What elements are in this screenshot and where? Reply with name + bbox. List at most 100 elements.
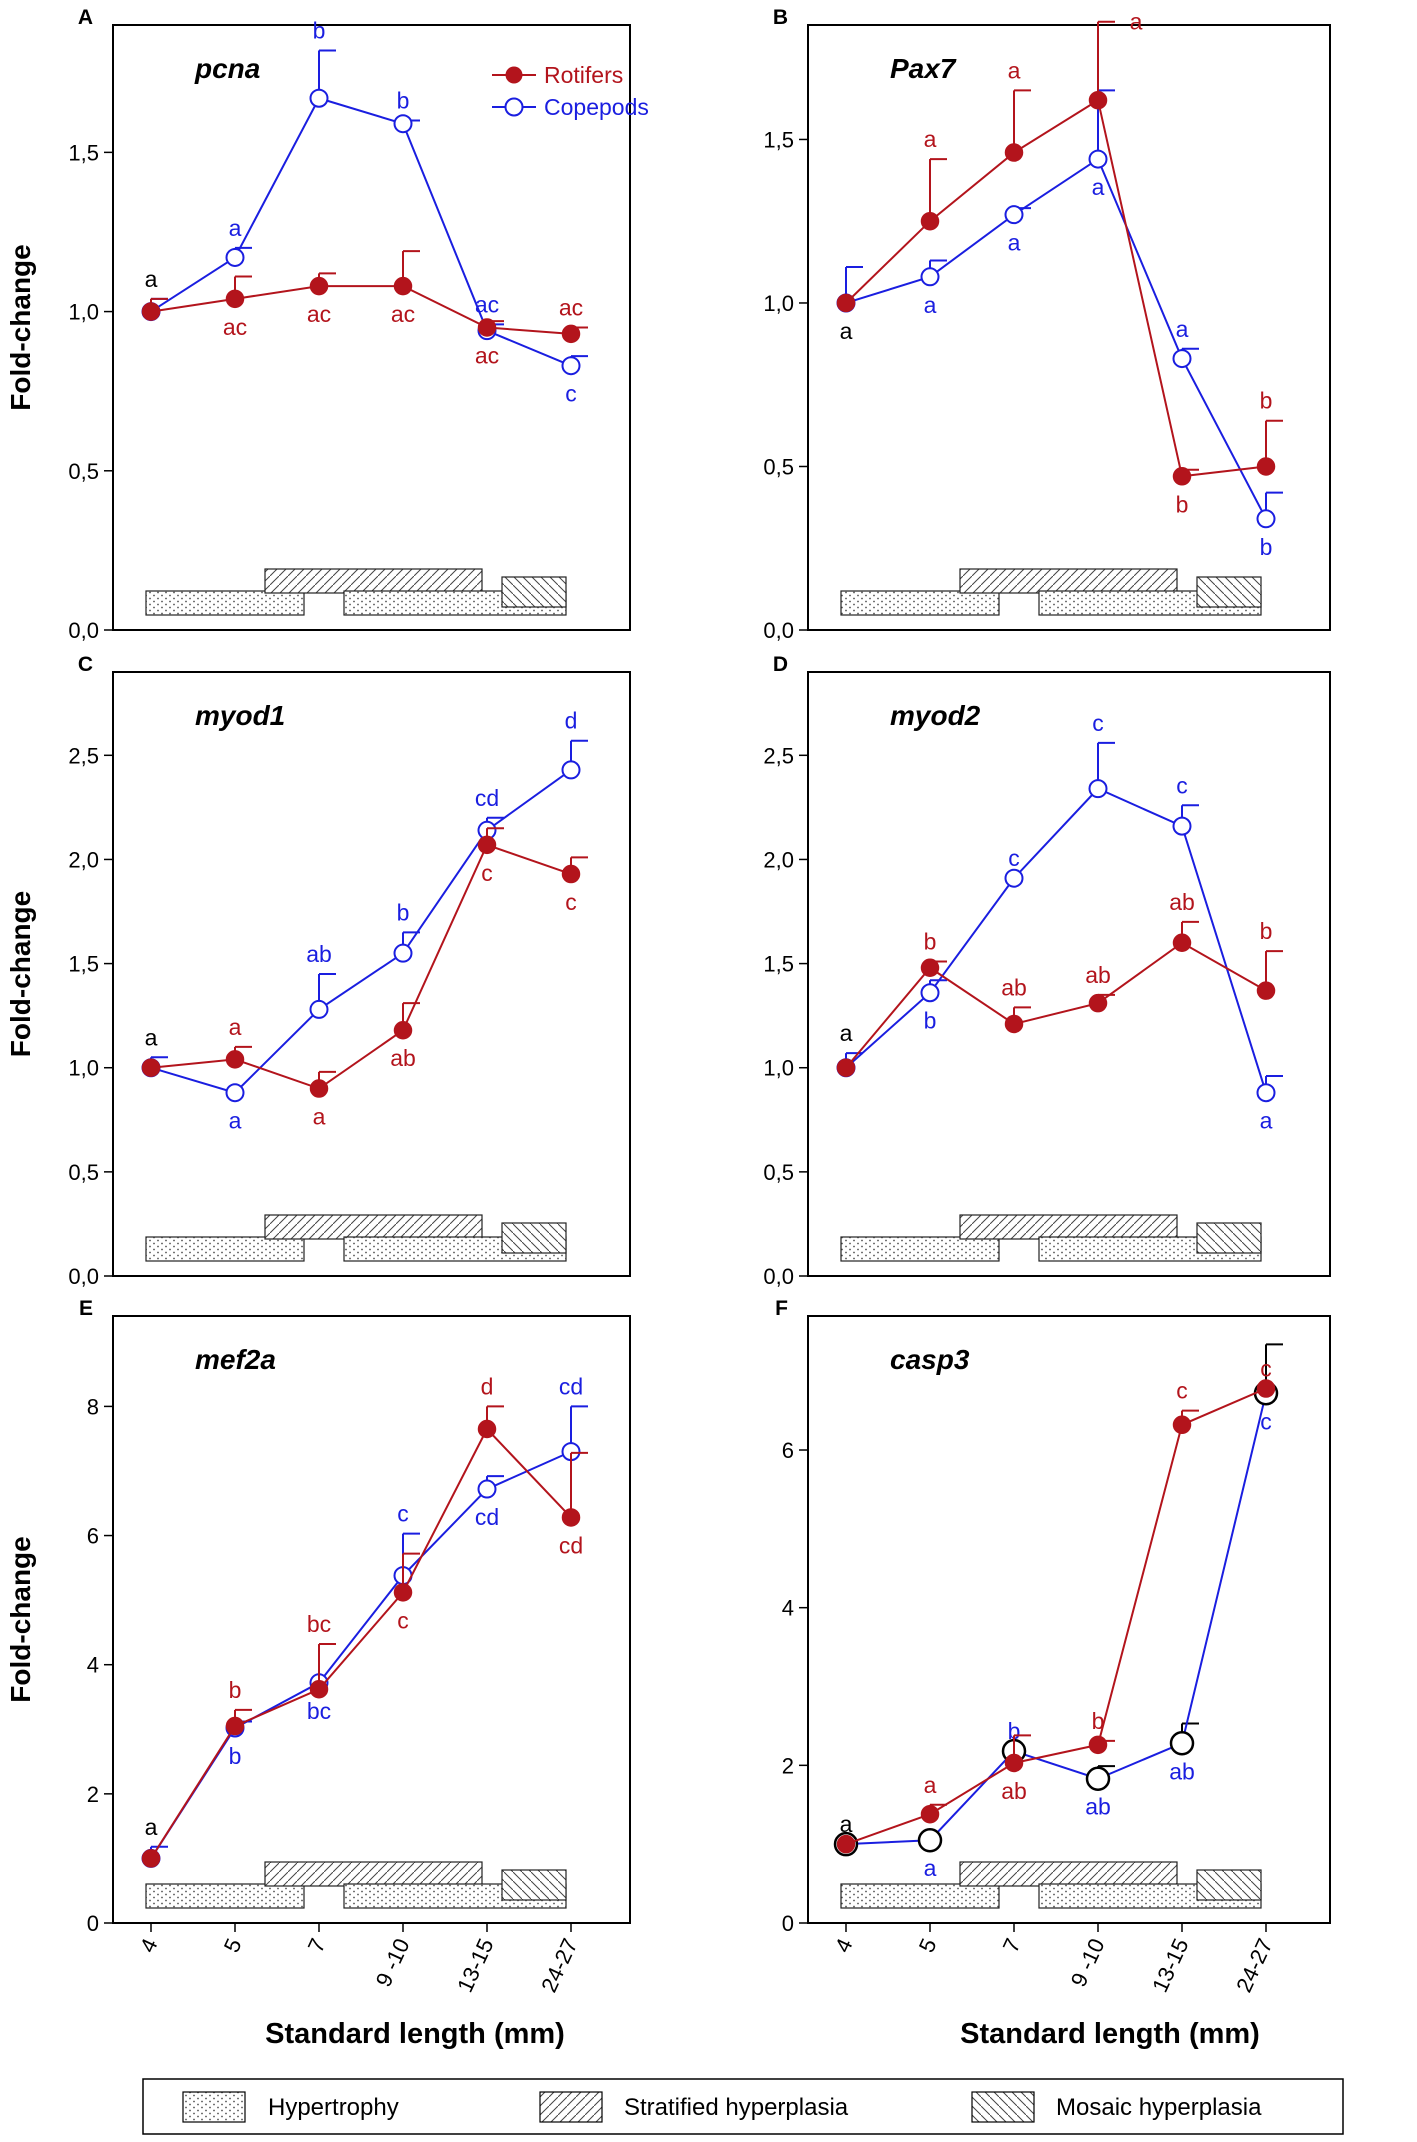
- sig-letter-copepods-c-5: d: [565, 708, 578, 734]
- point-rotifers-b-5: [1256, 457, 1276, 476]
- sig-letter-copepods-d-0: a: [840, 1020, 853, 1046]
- ylabel-a: Fold-change: [5, 244, 36, 410]
- panel-letter-a: A: [78, 6, 93, 29]
- stratified-bar-a: [264, 568, 483, 594]
- series-line-rotifers-a: [150, 285, 572, 335]
- ytick-label-c-1: 0,5: [68, 1160, 99, 1185]
- point-rotifers-c-0: [141, 1058, 161, 1077]
- point-copepods-b-2: [1004, 205, 1024, 225]
- point-rotifers-f-2: [1004, 1753, 1024, 1773]
- point-rotifers-c-5: [561, 864, 581, 884]
- sig-letter-copepods-b-3: a: [1092, 174, 1105, 200]
- sig-letter-rotifers-e-1: b: [229, 1677, 242, 1703]
- sig-letter-copepods-b-2: a: [1008, 230, 1021, 256]
- ytick-label-a-0: 0,0: [68, 618, 99, 643]
- sig-letter-rotifers-e-2: bc: [307, 1611, 331, 1637]
- ytick-label-e-4: 8: [87, 1394, 99, 1419]
- xtick-label-e-4: 13-15: [452, 1935, 498, 1997]
- point-copepods-b-1: [920, 267, 940, 287]
- sig-letter-rotifers-d-5: b: [1260, 918, 1273, 944]
- series-copepods-c: a a ab b cd d: [141, 708, 588, 1134]
- sig-letter-rotifers-c-2: a: [313, 1104, 326, 1130]
- panel-title-e: mef2a: [195, 1344, 276, 1375]
- point-rotifers-c-2: [309, 1079, 329, 1098]
- panel-letter-e: E: [79, 1297, 93, 1320]
- point-rotifers-f-0: [836, 1834, 856, 1854]
- xtick-label-f-5: 24-27: [1231, 1935, 1277, 1997]
- xtick-label-f-3: 9 -10: [1066, 1935, 1110, 1991]
- mosaic-bar-d: [1196, 1222, 1262, 1254]
- legend-hypertrophy-swatch: [182, 2091, 246, 2123]
- point-rotifers-f-5: [1256, 1379, 1276, 1398]
- bottom-legend: Hypertrophy Stratified hyperplasia Mosai…: [142, 2078, 1344, 2135]
- panel-title-d: myod2: [890, 700, 981, 731]
- sig-letter-copepods-d-1: b: [924, 1008, 937, 1034]
- ytick-label-c-0: 0,0: [68, 1264, 99, 1289]
- sig-letter-rotifers-a-5: ac: [559, 295, 583, 321]
- sig-letter-copepods-c-3: b: [397, 899, 410, 925]
- sig-letter-copepods-c-4: cd: [475, 785, 499, 811]
- ytick-label-b-2: 1,0: [763, 291, 794, 316]
- ytick-label-f-3: 6: [782, 1438, 794, 1463]
- xtick-label-e-5: 24-27: [536, 1935, 582, 1997]
- ytick-label-d-1: 0,5: [763, 1160, 794, 1185]
- stratified-bar-c: [264, 1214, 483, 1240]
- stratified-bar-f: [959, 1861, 1178, 1887]
- sig-letter-copepods-c-0: a: [145, 1024, 158, 1050]
- legend-marker-rotifers: [505, 66, 523, 84]
- bottom-legend-frame: [142, 2078, 1344, 2135]
- panel-title-f: casp3: [890, 1344, 970, 1375]
- point-rotifers-d-2: [1004, 1014, 1024, 1034]
- sig-letter-copepods-e-1: b: [229, 1743, 242, 1769]
- ytick-label-e-3: 6: [87, 1524, 99, 1549]
- point-copepods-e-4: [477, 1479, 497, 1499]
- sig-letter-copepods-b-5: b: [1260, 534, 1273, 560]
- point-copepods-c-1: [225, 1083, 245, 1103]
- ytick-label-c-3: 1,5: [68, 952, 99, 977]
- stratified-bar-d: [959, 1214, 1178, 1240]
- sig-letter-copepods-a-2: b: [313, 17, 326, 43]
- plot-frame-e: [112, 1315, 631, 1924]
- point-rotifers-c-4: [477, 835, 497, 855]
- legend-label-rotifers: Rotifers: [544, 62, 623, 88]
- ytick-label-b-0: 0,0: [763, 618, 794, 643]
- series-line-copepods-e: [150, 1450, 572, 1859]
- sig-letter-rotifers-a-2: ac: [307, 301, 331, 327]
- legend-marker-copepods: [504, 97, 524, 117]
- legend-hypertrophy-label: Hypertrophy: [268, 2094, 399, 2121]
- ytick-label-b-1: 0,5: [763, 454, 794, 479]
- series-rotifers-a: ac ac ac ac ac: [141, 250, 588, 369]
- point-copepods-a-2: [309, 88, 329, 108]
- point-copepods-f-3: [1085, 1766, 1111, 1791]
- sig-letter-rotifers-d-3: ab: [1085, 962, 1111, 988]
- point-rotifers-e-0: [141, 1849, 161, 1868]
- point-rotifers-d-0: [836, 1058, 856, 1077]
- series-line-copepods-b: [845, 157, 1267, 520]
- point-copepods-c-3: [393, 943, 413, 963]
- panel-title-c: myod1: [195, 700, 285, 731]
- plot-frame-c: [112, 671, 631, 1277]
- sig-letter-rotifers-b-4: b: [1176, 491, 1189, 517]
- point-rotifers-b-2: [1004, 143, 1024, 162]
- sig-letter-copepods-d-3: c: [1092, 710, 1104, 736]
- point-rotifers-a-4: [477, 318, 497, 337]
- xtick-label-e-2: 7: [303, 1935, 331, 1957]
- ytick-label-f-0: 0: [782, 1911, 794, 1936]
- point-rotifers-b-1: [920, 211, 940, 231]
- legend-stratified-swatch: [539, 2091, 603, 2123]
- sig-letter-copepods-a-3: b: [397, 88, 410, 114]
- point-copepods-a-1: [225, 247, 245, 267]
- sig-letter-copepods-e-3: c: [397, 1501, 409, 1527]
- panel-title-b: Pax7: [890, 53, 957, 84]
- legend-mosaic-label: Mosaic hyperplasia: [1056, 2094, 1262, 2121]
- ytick-label-d-3: 1,5: [763, 952, 794, 977]
